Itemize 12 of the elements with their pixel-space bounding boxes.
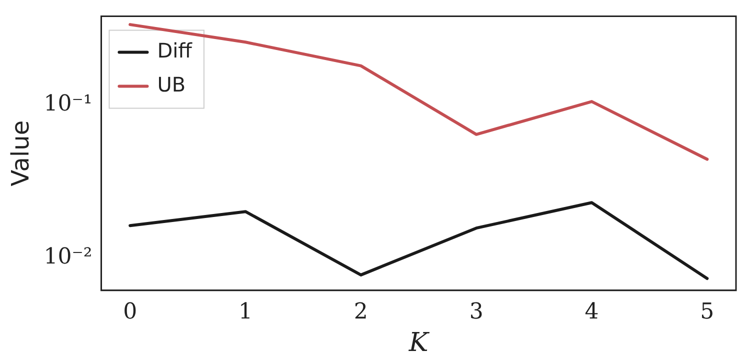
- x-tick-label: 3: [469, 299, 484, 324]
- x-tick-label: 5: [700, 299, 714, 324]
- x-tick-label: 1: [238, 299, 252, 324]
- y-axis-title: Value: [6, 120, 35, 186]
- y-tick-label: 10⁻¹: [44, 92, 92, 117]
- y-tick-label: 10⁻²: [44, 244, 92, 270]
- x-tick-label: 0: [123, 299, 138, 324]
- x-tick-label: 2: [354, 299, 368, 324]
- x-axis-title: K: [408, 328, 430, 358]
- legend-label: UB: [157, 72, 186, 96]
- x-tick-label: 4: [584, 299, 599, 324]
- legend-label: Diff: [157, 38, 194, 62]
